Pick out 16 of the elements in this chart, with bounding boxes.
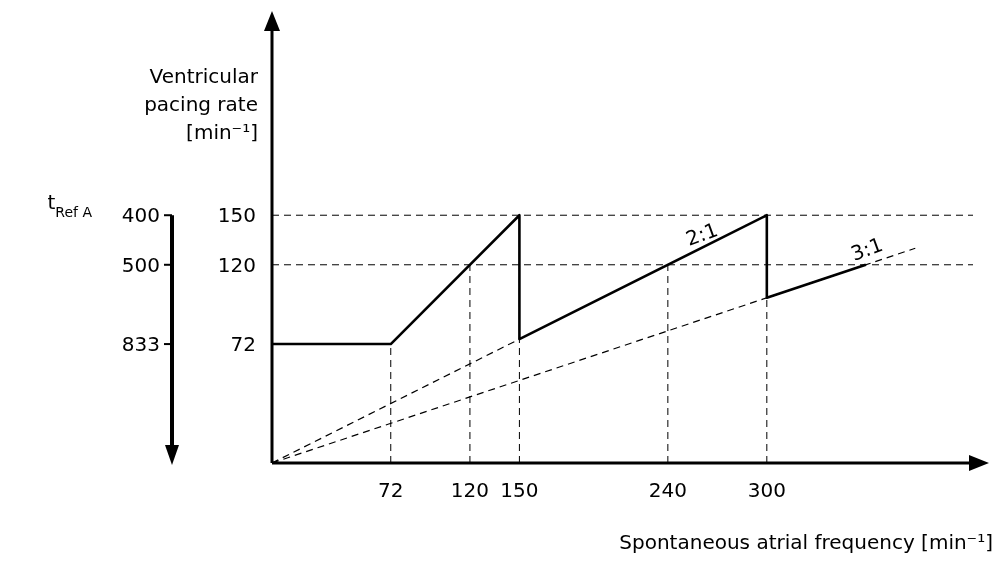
text: 500 bbox=[121, 252, 160, 277]
x-tick-label: 120 bbox=[450, 478, 490, 503]
y-axis-title: Ventricular pacing rate [min⁻¹] bbox=[143, 63, 258, 146]
y-tick-label: 150 bbox=[217, 203, 256, 228]
x-tick-label: 72 bbox=[378, 478, 404, 503]
x-tick-label: 300 bbox=[747, 478, 786, 503]
x-tick-label: 150 bbox=[500, 478, 539, 503]
x-tick-label: 240 bbox=[648, 478, 687, 503]
annotation: 3:1 bbox=[847, 232, 886, 266]
y-tick-label: 120 bbox=[217, 252, 256, 277]
text: 400 bbox=[121, 203, 160, 228]
text: t$_{Ref A}$ bbox=[47, 190, 93, 221]
text: 833 bbox=[121, 332, 160, 357]
annotation: 2:1 bbox=[682, 217, 721, 251]
x-axis-title: Spontaneous atrial frequency [min⁻¹] bbox=[619, 530, 993, 554]
y-tick-label: 72 bbox=[230, 332, 256, 357]
